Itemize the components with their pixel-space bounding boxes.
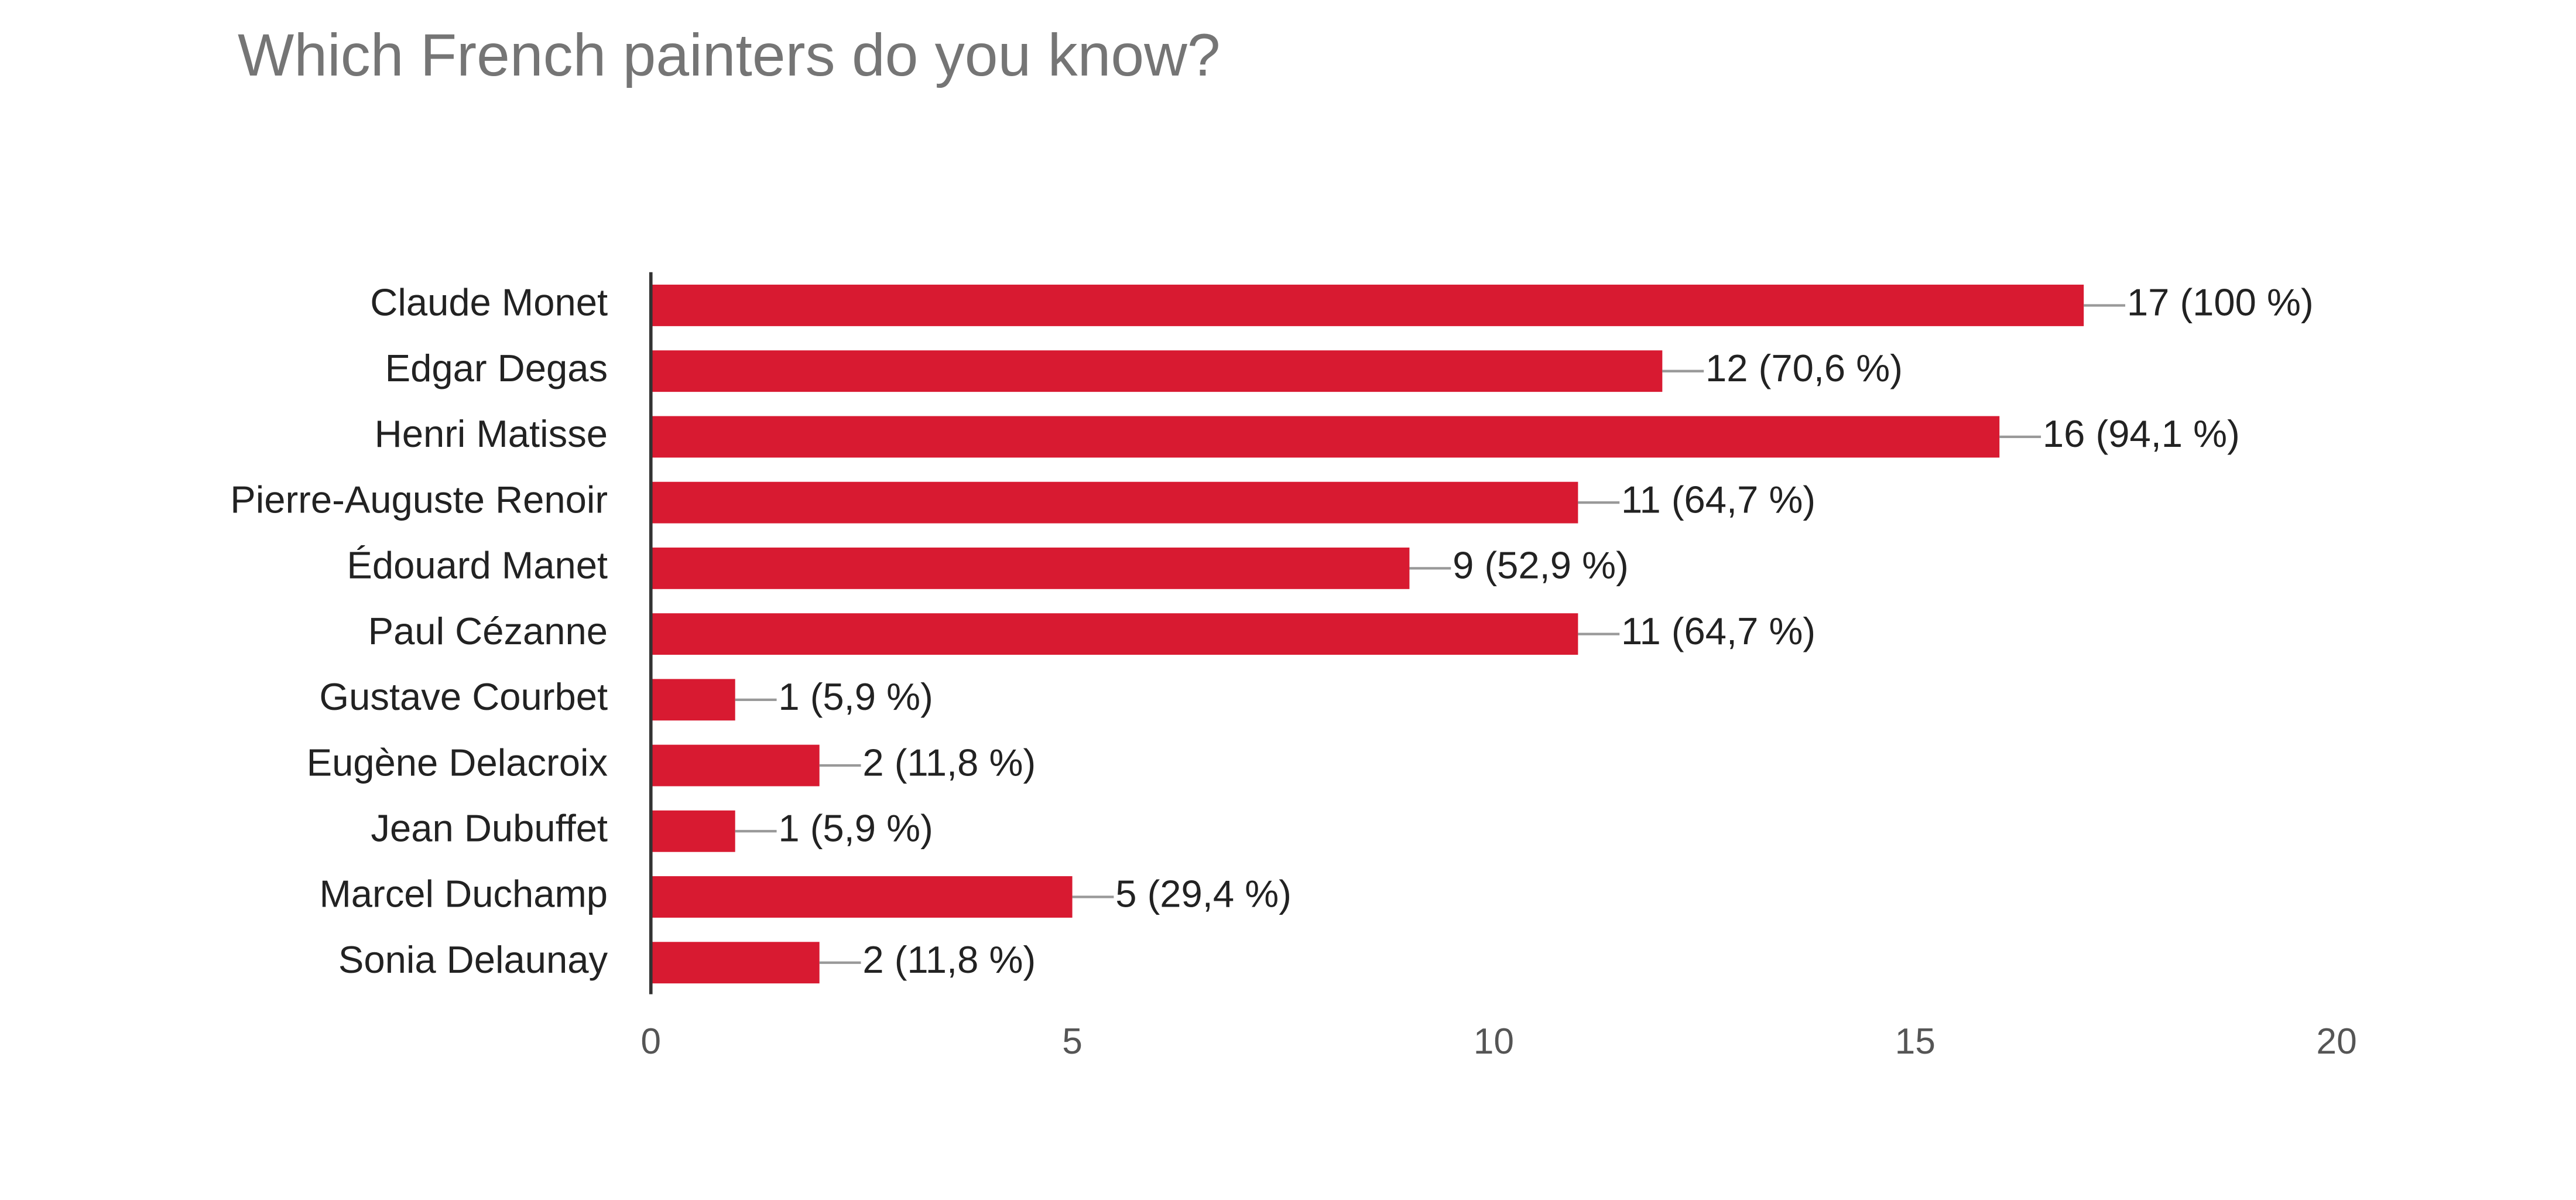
bar (650, 679, 735, 721)
x-tick-label: 10 (1474, 1021, 1514, 1062)
y-tick-label: Paul Cézanne (368, 610, 608, 652)
bar (650, 547, 1410, 589)
x-tick-label: 0 (640, 1021, 661, 1062)
y-tick-label: Edgar Degas (385, 347, 608, 389)
value-label: 9 (52,9 %) (1453, 544, 1629, 587)
bar (650, 481, 1578, 524)
y-tick-label: Pierre-Auguste Renoir (230, 478, 608, 521)
y-tick-label: Claude Monet (370, 281, 608, 324)
y-tick-label: Sonia Delaunay (338, 938, 608, 981)
bar (650, 810, 735, 852)
value-label: 12 (70,6 %) (1705, 347, 1903, 389)
bar (650, 350, 1663, 392)
value-label: 11 (64,7 %) (1621, 610, 1815, 652)
value-label: 2 (11,8 %) (862, 741, 1036, 784)
chart-title: Which French painters do you know? (238, 22, 1220, 88)
y-tick-label: Marcel Duchamp (319, 873, 608, 915)
value-label: 1 (5,9 %) (778, 806, 933, 849)
y-tick-label: Jean Dubuffet (371, 806, 608, 849)
value-label: 1 (5,9 %) (778, 675, 933, 718)
x-tick-label: 20 (2316, 1021, 2356, 1062)
value-label: 2 (11,8 %) (862, 938, 1036, 981)
bar (650, 942, 820, 984)
x-tick-label: 5 (1062, 1021, 1083, 1062)
bar (650, 744, 820, 787)
value-label: 17 (100 %) (2127, 281, 2314, 324)
bar (650, 876, 1073, 918)
value-label: 5 (29,4 %) (1115, 873, 1292, 915)
y-tick-label: Édouard Manet (347, 544, 608, 587)
value-label: 11 (64,7 %) (1621, 478, 1815, 521)
bar (650, 285, 2084, 326)
y-tick-label: Henri Matisse (375, 412, 608, 455)
bar (650, 416, 2000, 458)
value-label: 16 (94,1 %) (2043, 412, 2240, 455)
y-tick-label: Gustave Courbet (319, 675, 608, 718)
y-tick-label: Eugène Delacroix (307, 741, 608, 784)
x-tick-label: 15 (1895, 1021, 1936, 1062)
bar (650, 613, 1578, 655)
